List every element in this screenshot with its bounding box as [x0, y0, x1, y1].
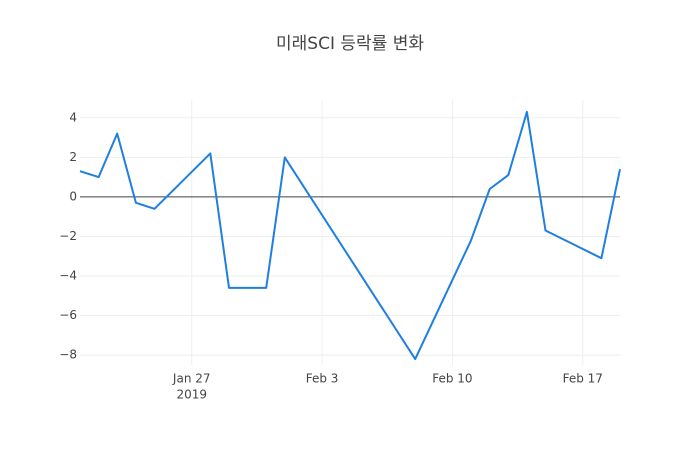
x-tick-year: 2019 [176, 388, 207, 402]
x-tick-label: Feb 10 [432, 372, 472, 386]
y-tick-label: 2 [69, 150, 77, 164]
y-tick-label: 0 [69, 189, 77, 203]
line-series [79, 110, 621, 361]
x-tick-label: Feb 17 [563, 372, 603, 386]
x-tick-label: Feb 3 [306, 372, 339, 386]
y-tick-label: −6 [59, 308, 77, 322]
y-tick-label: −8 [59, 348, 77, 362]
y-tick-label: −4 [59, 269, 77, 283]
chart-title: 미래SCI 등락률 변화 [276, 34, 424, 54]
y-tick-label: 4 [69, 110, 77, 124]
y-tick-label: −2 [59, 229, 77, 243]
x-tick-label: Jan 27 [172, 372, 211, 386]
